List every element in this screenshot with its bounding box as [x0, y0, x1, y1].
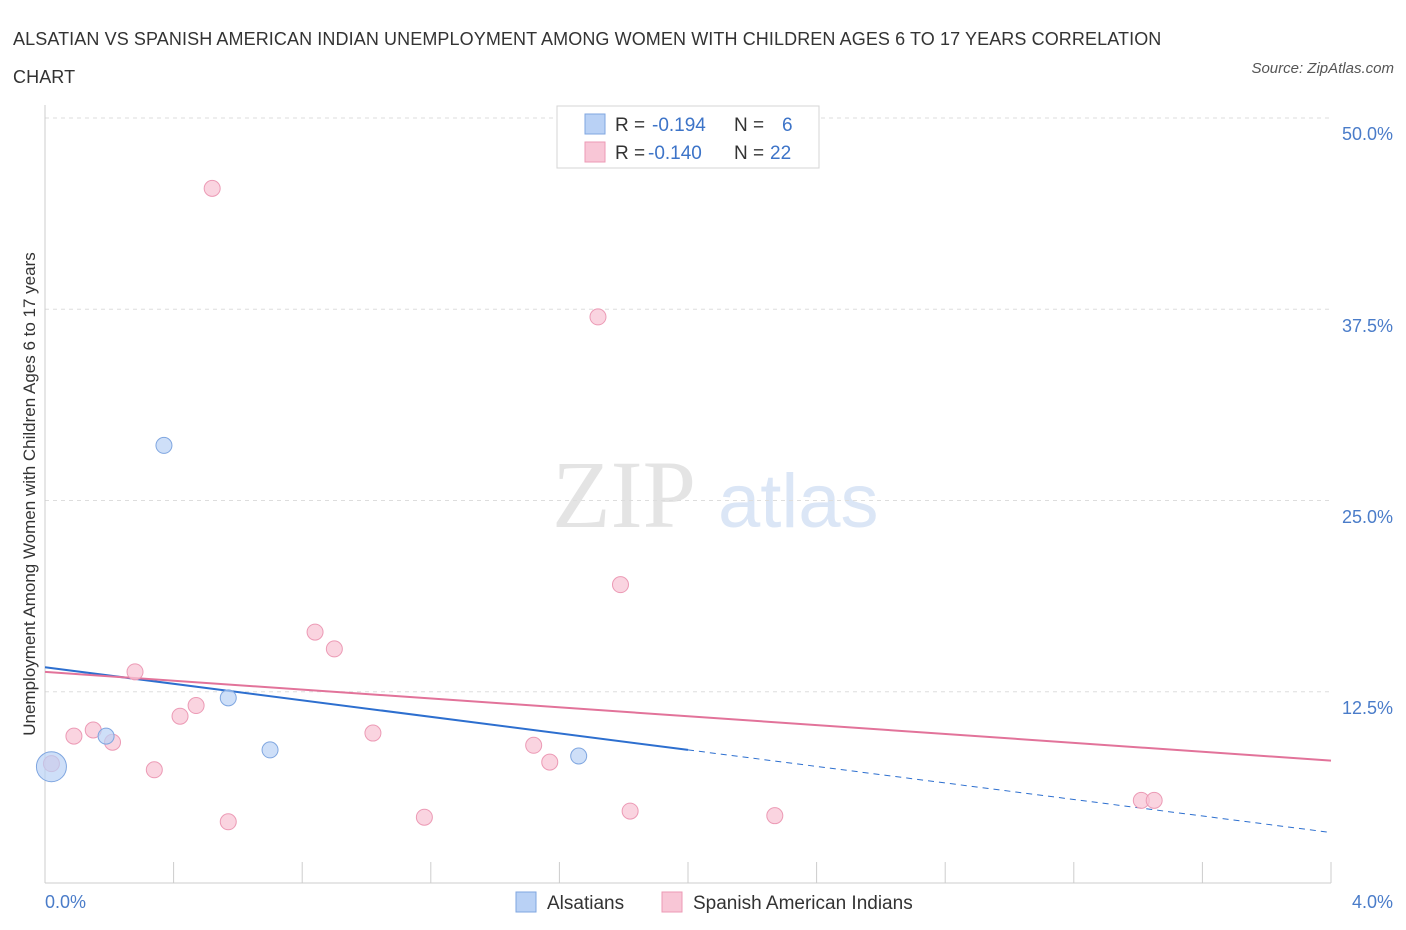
point-spanish-17: [611, 576, 629, 594]
point-spanish-4: [126, 663, 144, 681]
trendline-alsatians-extension: [687, 749, 1332, 834]
legend-n-value-alsatians: 6: [782, 115, 793, 136]
tick-labels: 12.5% 25.0% 37.5% 50.0% 0.0% 4.0%: [45, 124, 1393, 912]
chart-title: ALSATIAN VS SPANISH AMERICAN INDIAN UNEM…: [13, 29, 1162, 87]
y-tick-label-1: 25.0%: [1342, 507, 1393, 527]
x-tick-label-1: 4.0%: [1352, 892, 1393, 912]
series-legend-label-alsatians: Alsatians: [547, 893, 624, 914]
watermark-atlas: atlas: [718, 459, 879, 544]
series-legend-label-spanish: Spanish American Indians: [693, 893, 913, 914]
trendline-alsatians: [44, 666, 689, 751]
point-spanish-19: [766, 807, 784, 825]
point-spanish-15: [541, 753, 559, 771]
axes: [44, 105, 1332, 884]
source-label: Source: ZipAtlas.com: [1251, 60, 1394, 77]
series-legend-swatch-alsatians: [515, 891, 537, 913]
point-spanish-7: [187, 697, 205, 715]
data-points: [35, 179, 1163, 831]
y-tick-label-0: 12.5%: [1342, 698, 1393, 718]
point-spanish-18: [621, 802, 639, 820]
point-spanish-12: [364, 724, 382, 742]
grid: [45, 117, 1331, 693]
legend-r-value-spanish: -0.140: [648, 143, 702, 164]
legend-n-value-spanish: 22: [770, 143, 791, 164]
point-spanish-21: [1145, 791, 1163, 809]
y-tick-label-2: 37.5%: [1342, 316, 1393, 336]
y-tick-label-3: 50.0%: [1342, 124, 1393, 144]
series-legend-swatch-spanish: [661, 891, 683, 913]
point-alsatians-3: [219, 689, 237, 707]
y-axis-label: Unemployment Among Women with Children A…: [20, 252, 39, 736]
legend-r-label-alsatians: R =: [615, 115, 645, 136]
point-spanish-11: [325, 640, 343, 658]
legend-r-value-alsatians: -0.194: [652, 115, 706, 136]
point-spanish-16: [589, 308, 607, 326]
point-spanish-9: [219, 813, 237, 831]
point-alsatians-1: [155, 436, 173, 454]
x-tick-label-0: 0.0%: [45, 892, 86, 912]
point-spanish-6: [171, 707, 189, 725]
legend-swatch-spanish: [584, 141, 606, 163]
watermark-zip: ZIP: [552, 441, 696, 548]
legend-n-label-spanish: N =: [734, 143, 764, 164]
point-spanish-14: [525, 736, 543, 754]
point-alsatians-2: [97, 727, 115, 745]
legend-swatch-alsatians: [584, 113, 606, 135]
legend-n-label-alsatians: N =: [734, 115, 764, 136]
trendline-spanish: [44, 670, 1332, 762]
point-alsatians-0: [35, 751, 67, 783]
point-spanish-5: [145, 761, 163, 779]
legend-r-label-spanish: R =: [615, 143, 645, 164]
trend-lines: [44, 666, 1332, 834]
point-spanish-1: [65, 727, 83, 745]
point-spanish-10: [306, 623, 324, 641]
series-legend: Alsatians Spanish American Indians: [515, 891, 913, 914]
point-spanish-8: [203, 179, 221, 197]
point-spanish-13: [415, 808, 433, 826]
point-alsatians-5: [570, 747, 588, 765]
point-alsatians-4: [261, 741, 279, 759]
correlation-legend: R = -0.194 N = 6 R = -0.140 N = 22: [556, 105, 820, 169]
